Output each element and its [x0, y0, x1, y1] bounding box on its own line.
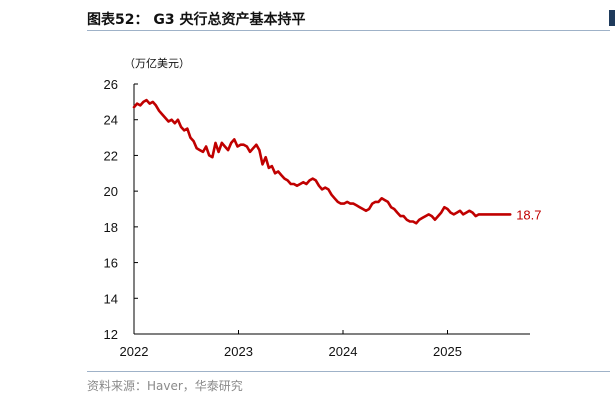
y-unit-label: （万亿美元）: [124, 57, 190, 70]
edge-mark: [609, 10, 615, 26]
y-tick-label: 20: [104, 184, 118, 199]
y-tick-label: 18: [104, 220, 118, 235]
series-layer: 18.7: [132, 98, 542, 225]
series-line: [132, 98, 512, 225]
y-tick-label: 12: [104, 327, 118, 342]
y-tick-label: 22: [104, 148, 118, 163]
x-tick-label: 2024: [329, 344, 358, 359]
y-tick-label: 16: [104, 256, 118, 271]
source-note: 资料来源：Haver，华泰研究: [87, 379, 243, 393]
y-tick-label: 24: [104, 113, 118, 128]
x-tick-label: 2022: [120, 344, 149, 359]
x-tick-label: 2023: [224, 344, 253, 359]
y-tick-label: 26: [104, 77, 118, 92]
title-rule: [87, 30, 610, 31]
x-tick-label: 2025: [433, 344, 462, 359]
figure-title: 图表52： G3 央行总资产基本持平: [87, 12, 306, 28]
end-value-label: 18.7: [516, 207, 541, 222]
source-rule: [87, 371, 610, 372]
y-tick-label: 14: [104, 291, 118, 306]
